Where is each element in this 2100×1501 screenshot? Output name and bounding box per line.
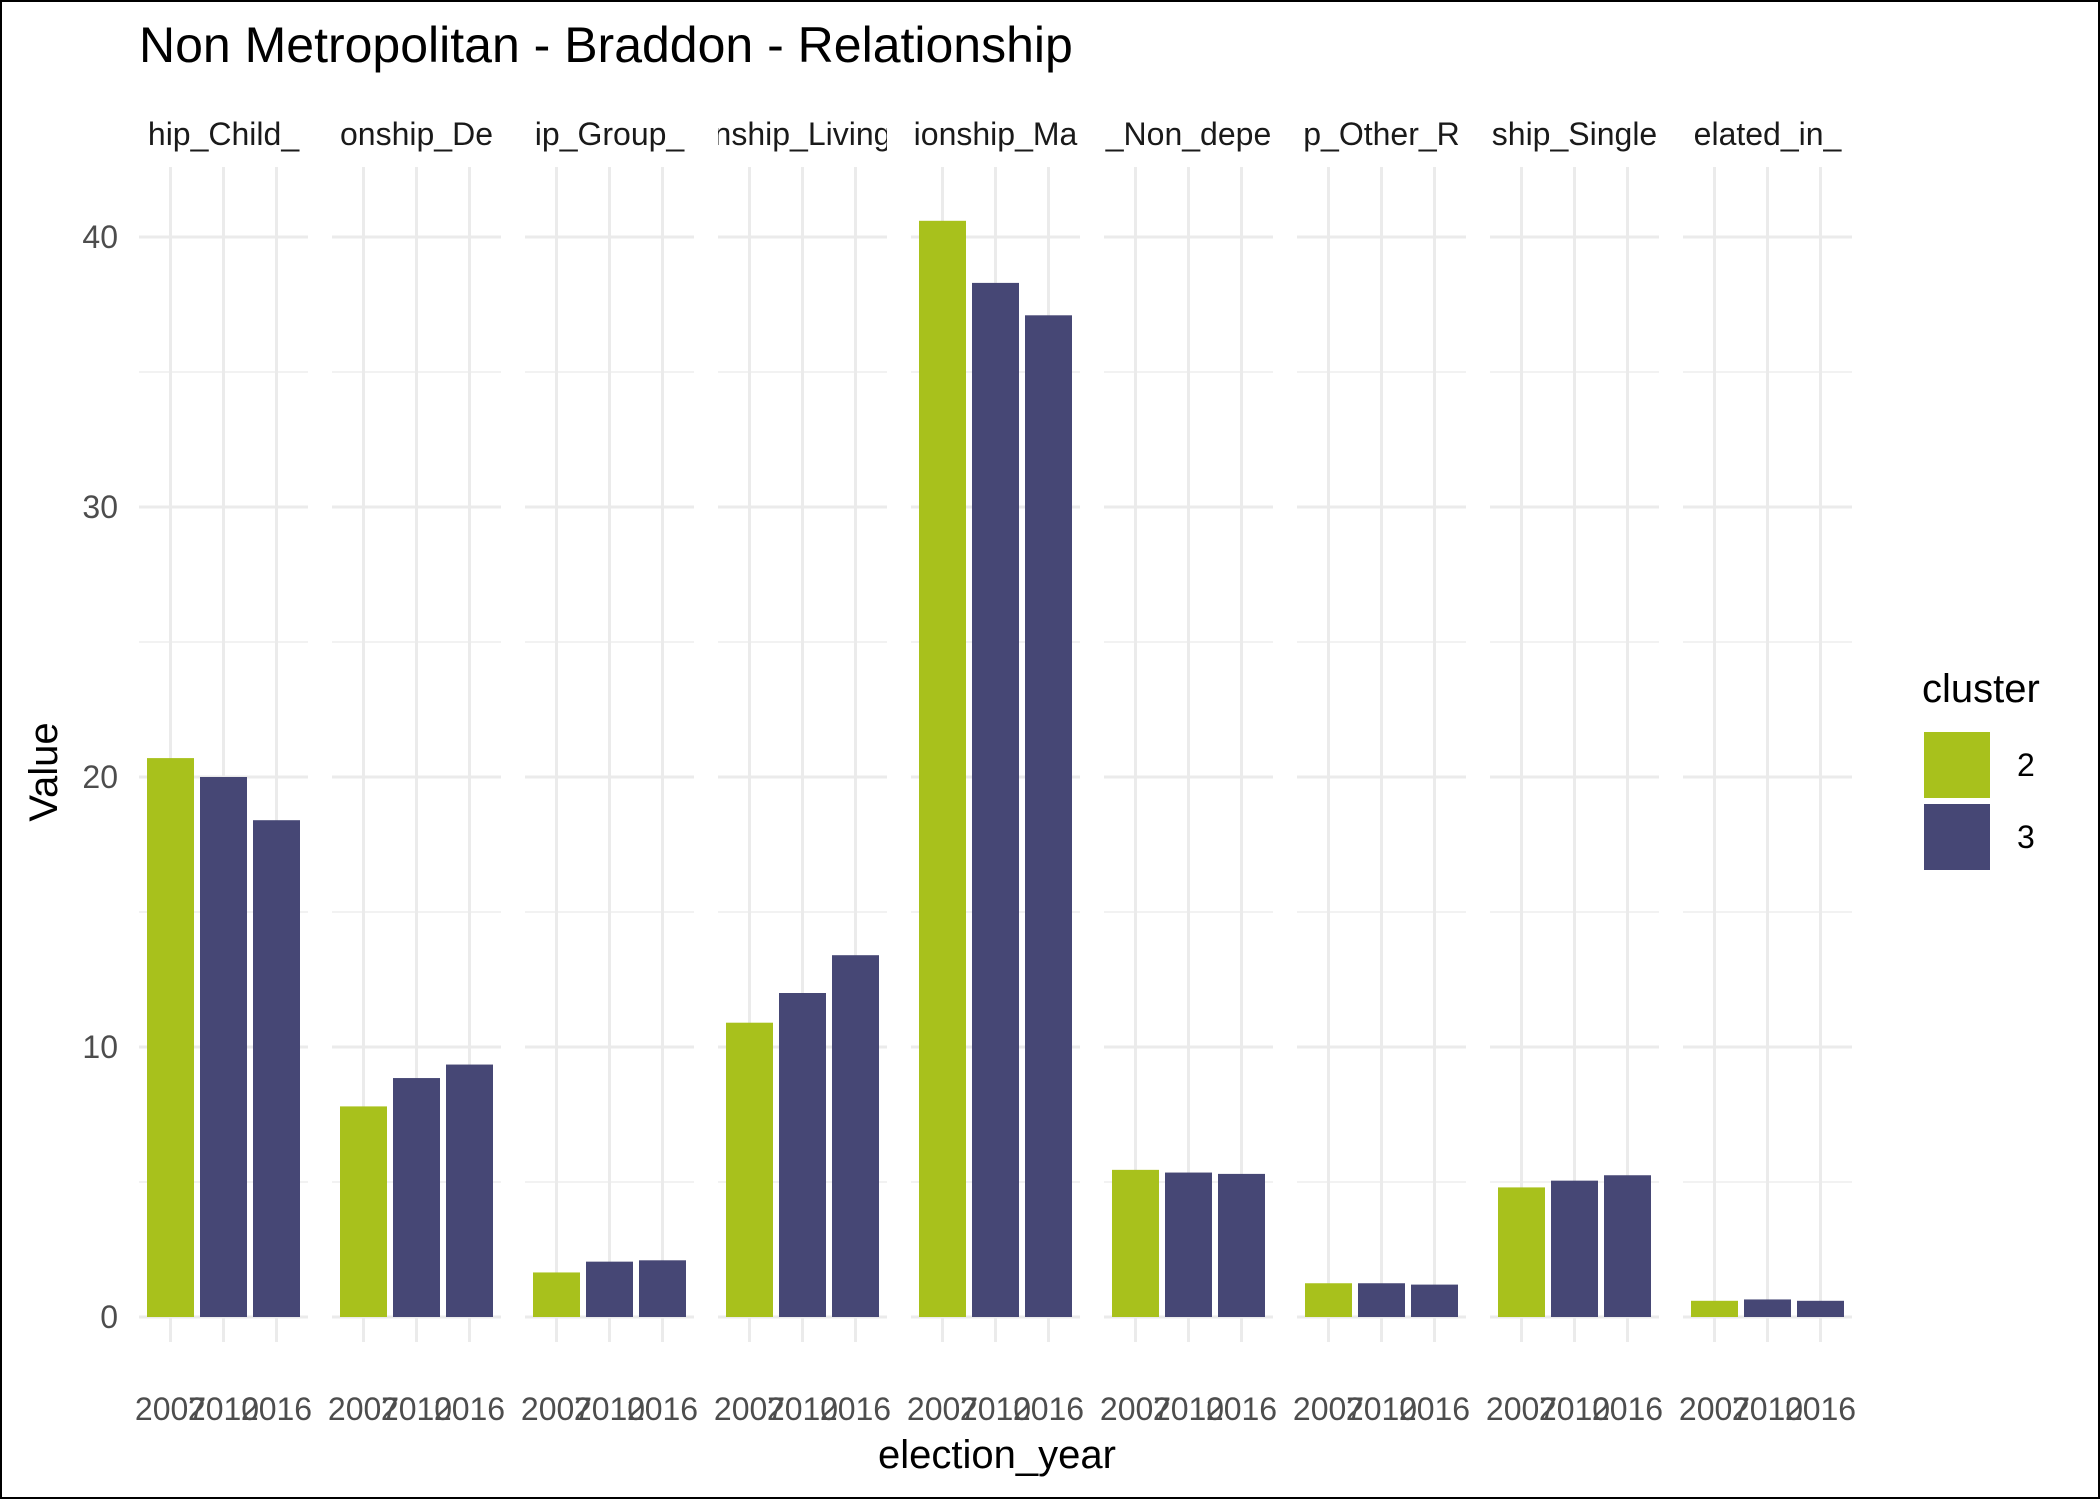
facet-strip-label: _Non_depe [1105,116,1271,152]
x-tick-label: 2016 [434,1391,505,1427]
bar [1358,1283,1405,1317]
bar [1744,1299,1791,1317]
x-tick-label: 2010 [960,1391,1031,1427]
legend: cluster 2 3 [1922,667,2040,870]
x-axis-title: election_year [878,1433,1116,1477]
bar [1218,1173,1265,1317]
legend-title: cluster [1922,667,2040,711]
facet-strip-label: p_Other_R [1303,116,1460,152]
bar [1411,1284,1458,1317]
bar [586,1261,633,1317]
bar [1551,1180,1598,1317]
facet-strip-label: hip_Child_ [148,116,300,152]
y-axis-title: Value [22,722,66,821]
bar [1691,1300,1738,1317]
x-tick-label: 2007 [1100,1391,1171,1427]
x-tick-label: 2010 [188,1391,259,1427]
bar [1604,1175,1651,1317]
bar [919,220,966,1317]
y-tick-label: 40 [82,219,118,255]
y-tick-label: 10 [82,1029,118,1065]
x-tick-label: 2010 [767,1391,838,1427]
x-tick-label: 2010 [1732,1391,1803,1427]
x-tick-label: 2016 [1592,1391,1663,1427]
bar [147,758,194,1317]
y-tick-label: 0 [100,1299,118,1335]
facet-strip-label: onship_De [340,116,493,152]
x-tick-label: 2010 [381,1391,452,1427]
x-tick-label: 2007 [714,1391,785,1427]
x-tick-label: 2007 [1679,1391,1750,1427]
bar [200,777,247,1317]
facet-panels: hip_Child_200720102016onship_De200720102… [135,116,1856,1427]
facet-strip-label: ship_Single [1492,116,1657,152]
bar [972,282,1019,1317]
bar [639,1260,686,1317]
facet-strip-label: nship_Living [714,116,892,152]
bar [340,1106,387,1317]
x-tick-label: 2016 [1785,1391,1856,1427]
legend-label: 2 [2017,747,2035,783]
x-tick-label: 2010 [1346,1391,1417,1427]
bar [1025,315,1072,1317]
y-tick-label: 20 [82,759,118,795]
legend-key [1924,732,1990,798]
bar [533,1272,580,1317]
chart-title: Non Metropolitan - Braddon - Relationshi… [139,17,1073,73]
x-tick-label: 2016 [1399,1391,1470,1427]
x-tick-label: 2016 [820,1391,891,1427]
bar [1165,1172,1212,1317]
x-tick-label: 2016 [627,1391,698,1427]
y-axis: 0 10 20 30 40 [82,219,118,1335]
x-tick-label: 2007 [1293,1391,1364,1427]
bar [1498,1187,1545,1317]
bar [393,1078,440,1317]
x-tick-label: 2007 [521,1391,592,1427]
legend-key [1924,804,1990,870]
x-tick-label: 2016 [241,1391,312,1427]
legend-label: 3 [2017,819,2035,855]
bar [726,1022,773,1317]
x-tick-label: 2010 [574,1391,645,1427]
x-tick-label: 2007 [1486,1391,1557,1427]
x-tick-label: 2007 [328,1391,399,1427]
x-tick-label: 2016 [1206,1391,1277,1427]
facet-strip-label: elated_in_ [1694,116,1843,152]
bar [779,993,826,1317]
bar [1797,1300,1844,1317]
x-tick-label: 2016 [1013,1391,1084,1427]
x-tick-label: 2007 [907,1391,978,1427]
facet-strip-label: ionship_Ma [914,116,1078,152]
bar [253,820,300,1317]
y-tick-label: 30 [82,489,118,525]
x-tick-label: 2010 [1539,1391,1610,1427]
bar [1305,1283,1352,1317]
bar [1112,1169,1159,1317]
x-tick-label: 2010 [1153,1391,1224,1427]
facet-strip-label: ip_Group_ [535,116,686,152]
bar [446,1064,493,1317]
bar [832,955,879,1317]
x-tick-label: 2007 [135,1391,206,1427]
